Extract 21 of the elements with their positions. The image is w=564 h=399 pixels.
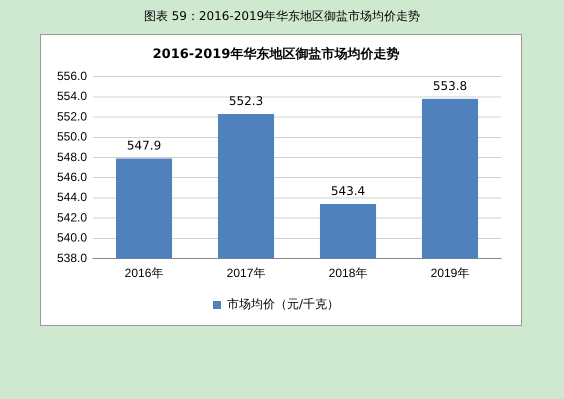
data-label: 553.8 xyxy=(432,78,468,93)
data-label: 547.9 xyxy=(126,138,162,153)
legend-label: 市场均价（元/千克） xyxy=(226,297,340,312)
y-tick-label: 542.0 xyxy=(57,210,88,224)
y-tick-label: 550.0 xyxy=(57,130,88,144)
chart-subtitle: 图表 59：2016-2019年华东地区御盐市场均价走势 xyxy=(142,8,422,25)
chart-title: 2016-2019年华东地区御盐市场均价走势 xyxy=(152,46,400,62)
data-label: 552.3 xyxy=(228,94,264,108)
x-tick-label: 2016年 xyxy=(124,266,164,280)
y-tick-label: 554.0 xyxy=(57,89,88,104)
y-tick-label: 544.0 xyxy=(57,190,88,204)
data-label: 543.4 xyxy=(330,184,366,198)
y-tick-label: 540.0 xyxy=(57,230,88,245)
y-tick-label: 552.0 xyxy=(57,109,88,124)
y-tick-label: 548.0 xyxy=(57,150,88,164)
x-tick-label: 2019年 xyxy=(430,266,470,280)
y-tick-label: 546.0 xyxy=(57,170,88,184)
y-tick-label: 556.0 xyxy=(57,68,88,83)
x-tick-label: 2017年 xyxy=(226,266,266,280)
y-tick-label: 538.0 xyxy=(57,250,88,265)
x-tick-label: 2018年 xyxy=(328,266,368,280)
